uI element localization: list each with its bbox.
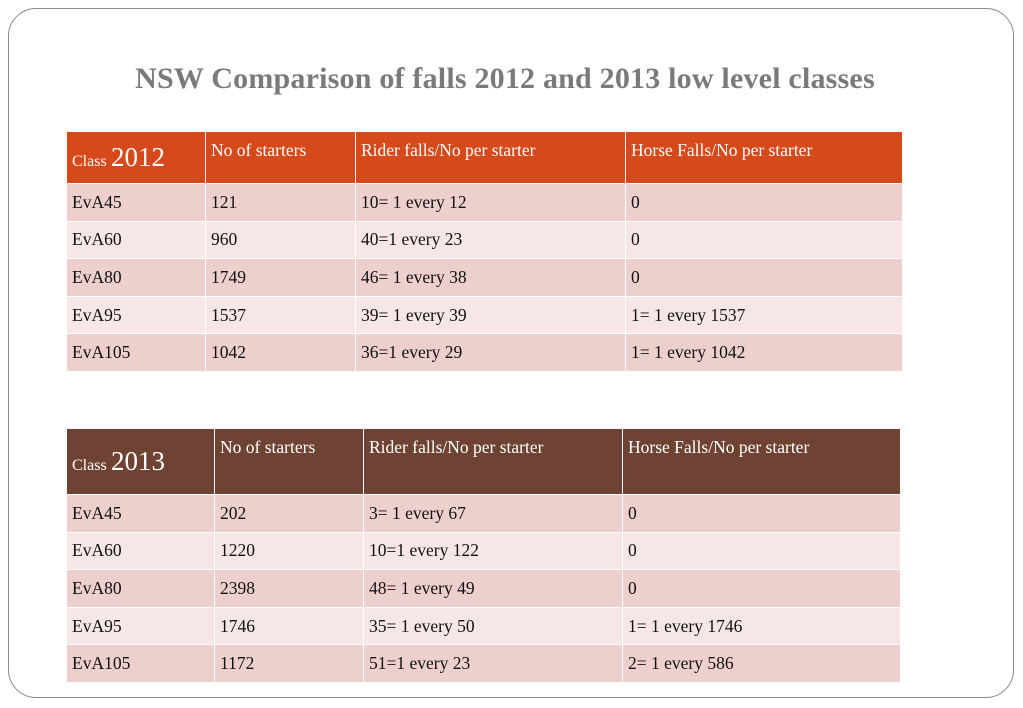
- header-class-year: 2013: [111, 446, 166, 476]
- cell-horse-falls: 2= 1 every 586: [622, 644, 901, 683]
- cell-starters: 1537: [205, 295, 356, 335]
- cell-horse-falls: 1= 1 every 1746: [622, 606, 901, 646]
- table-row: EvA105 1172 51=1 every 23 2= 1 every 586: [66, 644, 901, 683]
- cell-class: EvA45: [66, 494, 215, 533]
- cell-rider-falls: 10=1 every 122: [363, 531, 623, 571]
- table-row: EvA95 1537 39= 1 every 39 1= 1 every 153…: [66, 295, 903, 335]
- header-class-word: Class: [72, 153, 107, 170]
- cell-rider-falls: 51=1 every 23: [363, 644, 623, 683]
- cell-horse-falls: 0: [622, 569, 901, 608]
- header-class-year: 2012: [111, 142, 166, 172]
- cell-rider-falls: 39= 1 every 39: [355, 295, 626, 335]
- cell-starters: 1749: [205, 258, 356, 297]
- cell-class: EvA60: [66, 531, 215, 571]
- cell-starters: 1220: [214, 531, 364, 571]
- cell-starters: 1042: [205, 333, 356, 372]
- header-starters: No of starters: [214, 428, 364, 495]
- cell-horse-falls: 1= 1 every 1537: [625, 295, 903, 335]
- table-header-row: Class 2013 No of starters Rider falls/No…: [66, 428, 901, 495]
- cell-starters: 202: [214, 494, 364, 533]
- table-row: EvA95 1746 35= 1 every 50 1= 1 every 174…: [66, 606, 901, 646]
- slide-title: NSW Comparison of falls 2012 and 2013 lo…: [135, 62, 875, 95]
- cell-rider-falls: 36=1 every 29: [355, 333, 626, 372]
- cell-horse-falls: 0: [622, 494, 901, 533]
- cell-class: EvA80: [66, 258, 206, 297]
- header-class: Class 2013: [66, 428, 215, 495]
- header-horse-falls: Horse Falls/No per starter: [622, 428, 901, 495]
- header-horse-falls: Horse Falls/No per starter: [625, 131, 903, 184]
- cell-horse-falls: 0: [622, 531, 901, 571]
- header-class-word: Class: [72, 457, 107, 474]
- cell-rider-falls: 35= 1 every 50: [363, 606, 623, 646]
- header-rider-falls: Rider falls/No per starter: [355, 131, 626, 184]
- table-row: EvA80 1749 46= 1 every 38 0: [66, 258, 903, 297]
- table-row: EvA45 202 3= 1 every 67 0: [66, 494, 901, 533]
- header-class: Class 2012: [66, 131, 206, 184]
- table-header-row: Class 2012 No of starters Rider falls/No…: [66, 131, 903, 184]
- falls-table-2013: Class 2013 No of starters Rider falls/No…: [66, 428, 901, 683]
- cell-starters: 1172: [214, 644, 364, 683]
- cell-starters: 121: [205, 183, 356, 222]
- header-starters: No of starters: [205, 131, 356, 184]
- cell-rider-falls: 48= 1 every 49: [363, 569, 623, 608]
- cell-class: EvA80: [66, 569, 215, 608]
- table-row: EvA45 121 10= 1 every 12 0: [66, 183, 903, 222]
- header-rider-falls: Rider falls/No per starter: [363, 428, 623, 495]
- table-row: EvA80 2398 48= 1 every 49 0: [66, 569, 901, 608]
- cell-horse-falls: 0: [625, 220, 903, 260]
- cell-class: EvA95: [66, 606, 215, 646]
- cell-starters: 960: [205, 220, 356, 260]
- table-row: EvA60 1220 10=1 every 122 0: [66, 531, 901, 571]
- cell-class: EvA45: [66, 183, 206, 222]
- cell-rider-falls: 3= 1 every 67: [363, 494, 623, 533]
- cell-horse-falls: 1= 1 every 1042: [625, 333, 903, 372]
- table-row: EvA60 960 40=1 every 23 0: [66, 220, 903, 260]
- cell-horse-falls: 0: [625, 183, 903, 222]
- cell-horse-falls: 0: [625, 258, 903, 297]
- cell-class: EvA95: [66, 295, 206, 335]
- table-row: EvA105 1042 36=1 every 29 1= 1 every 104…: [66, 333, 903, 372]
- cell-rider-falls: 46= 1 every 38: [355, 258, 626, 297]
- cell-class: EvA60: [66, 220, 206, 260]
- cell-rider-falls: 10= 1 every 12: [355, 183, 626, 222]
- cell-class: EvA105: [66, 644, 215, 683]
- falls-table-2012: Class 2012 No of starters Rider falls/No…: [66, 131, 903, 372]
- cell-starters: 1746: [214, 606, 364, 646]
- cell-rider-falls: 40=1 every 23: [355, 220, 626, 260]
- cell-starters: 2398: [214, 569, 364, 608]
- cell-class: EvA105: [66, 333, 206, 372]
